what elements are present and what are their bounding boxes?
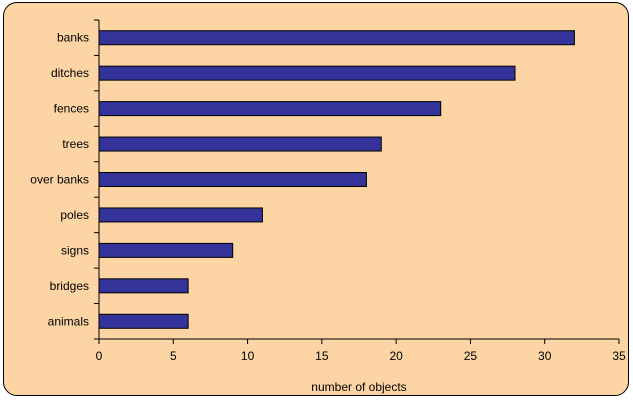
x-axis-title: number of objects bbox=[311, 380, 406, 394]
category-label: animals bbox=[48, 314, 89, 328]
category-label: fences bbox=[54, 102, 89, 116]
bar-fences bbox=[98, 101, 442, 117]
category-label: ditches bbox=[51, 66, 89, 80]
bar-signs bbox=[98, 242, 234, 258]
x-tick-label: 0 bbox=[96, 349, 103, 363]
category-label: banks bbox=[57, 31, 89, 45]
x-tick-label: 35 bbox=[612, 349, 626, 363]
bars bbox=[98, 30, 575, 329]
bar-animals bbox=[98, 313, 189, 329]
x-axis bbox=[98, 338, 620, 344]
bar-poles bbox=[98, 207, 263, 223]
bar-ditches bbox=[98, 65, 516, 81]
x-tick-label: 5 bbox=[170, 349, 177, 363]
bar-over-banks bbox=[98, 172, 367, 187]
category-label: poles bbox=[60, 208, 89, 222]
category-label: bridges bbox=[50, 279, 89, 293]
bar-banks bbox=[98, 30, 575, 46]
category-label: signs bbox=[61, 243, 89, 257]
x-tick-label: 30 bbox=[538, 349, 552, 363]
category-label: over banks bbox=[30, 173, 89, 187]
x-tick-label: 15 bbox=[315, 349, 329, 363]
category-labels: banks ditches fences trees over banks poles si… bbox=[30, 31, 89, 329]
x-tick-label: 10 bbox=[241, 349, 255, 363]
x-tick-label: 25 bbox=[464, 349, 478, 363]
x-tick-labels: 0 5 10 15 20 25 30 35 bbox=[96, 349, 626, 363]
category-label: trees bbox=[62, 137, 89, 151]
y-axis bbox=[94, 19, 100, 340]
bar-bridges bbox=[98, 278, 189, 294]
bar-trees bbox=[98, 136, 382, 152]
x-tick-label: 20 bbox=[389, 349, 403, 363]
